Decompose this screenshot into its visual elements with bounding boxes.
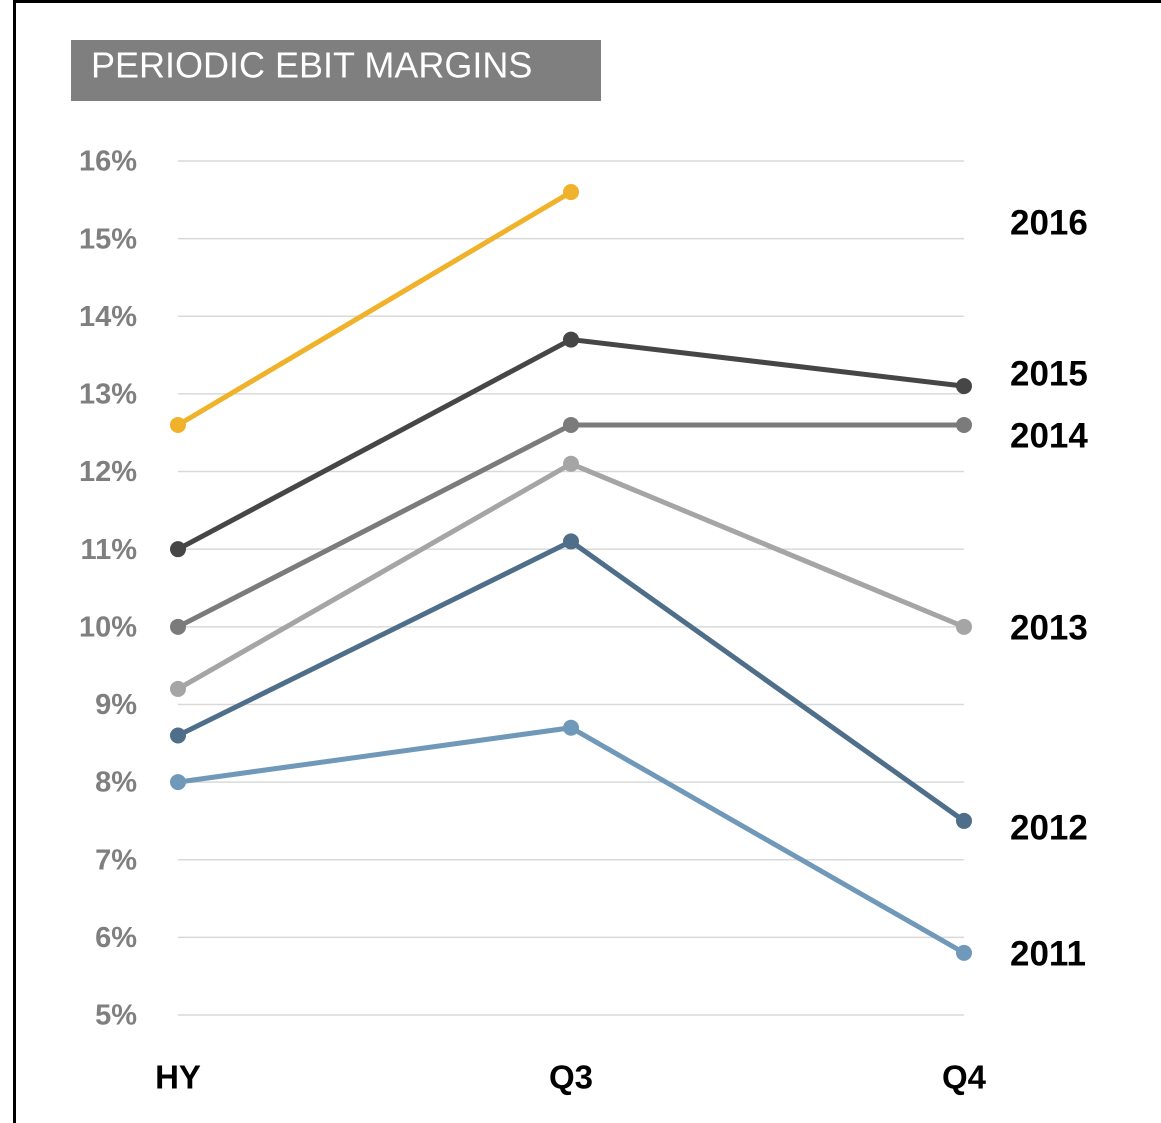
chart-title: PERIODIC EBIT MARGINS (91, 45, 532, 86)
data-point (170, 618, 186, 635)
series-label: 2014 (1010, 416, 1088, 455)
x-tick-label: HY (155, 1059, 201, 1096)
data-point (563, 416, 579, 433)
data-point (563, 455, 579, 472)
x-tick-label: Q3 (549, 1059, 593, 1096)
y-tick-label: 7% (95, 844, 137, 876)
data-point (956, 618, 972, 635)
series-line (177, 725, 966, 956)
series-line (176, 538, 966, 823)
y-tick-label: 11% (81, 534, 138, 566)
y-tick-label: 9% (95, 689, 137, 721)
x-tick-label: Q4 (942, 1059, 987, 1096)
series-label: 2013 (1010, 608, 1088, 647)
y-tick-label: 10% (79, 611, 137, 643)
series-line (176, 336, 965, 552)
y-tick-label: 14% (79, 301, 137, 333)
data-point (956, 944, 972, 961)
y-tick-label: 5% (95, 1000, 137, 1032)
frame (13, 0, 1161, 1123)
data-point (170, 680, 186, 697)
y-tick-label: 6% (95, 922, 137, 954)
y-tick-label: 15% (79, 223, 137, 255)
title-box (71, 40, 601, 101)
y-tick-label: 16% (79, 146, 137, 178)
data-point (170, 727, 186, 744)
data-point (956, 416, 972, 433)
y-tick-label: 12% (79, 456, 137, 488)
series-label: 2012 (1010, 808, 1088, 847)
y-tick-label: 8% (95, 767, 137, 799)
series-label: 2016 (1010, 203, 1088, 242)
data-point (170, 541, 186, 558)
series-line (176, 189, 573, 428)
data-point (563, 533, 579, 550)
data-point (563, 331, 579, 348)
data-point (563, 184, 579, 201)
y-tick-label: 13% (79, 379, 137, 411)
series-label: 2015 (1010, 354, 1088, 393)
data-point (170, 774, 186, 791)
data-point (956, 378, 972, 395)
data-point (170, 416, 186, 433)
data-point (563, 719, 579, 736)
series-line (176, 422, 964, 630)
series-label: 2011 (1010, 934, 1086, 973)
data-point (956, 812, 972, 829)
series-line (176, 461, 965, 692)
